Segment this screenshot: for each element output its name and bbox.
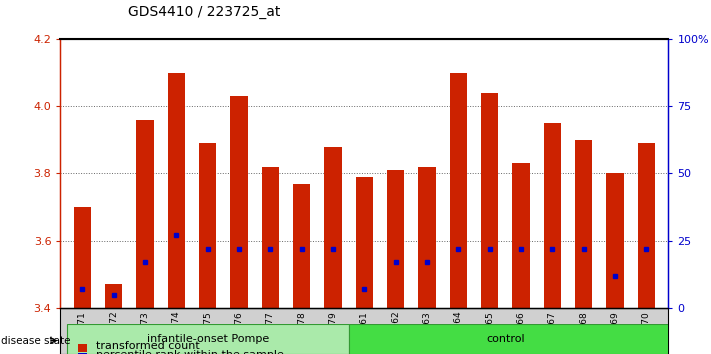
Bar [575, 140, 592, 308]
Bar [348, 324, 668, 354]
Bar [638, 143, 655, 308]
Bar [168, 73, 185, 308]
Bar [74, 207, 91, 308]
Bar [513, 164, 530, 308]
Bar [137, 120, 154, 308]
Text: infantile-onset Pompe: infantile-onset Pompe [146, 334, 269, 344]
Bar [450, 73, 467, 308]
Text: GDS4410 / 223725_at: GDS4410 / 223725_at [128, 5, 280, 19]
Bar [293, 184, 310, 308]
Bar [419, 167, 436, 308]
Bar [544, 123, 561, 308]
Text: control: control [486, 334, 525, 344]
Bar [356, 177, 373, 308]
Bar [199, 143, 216, 308]
Bar [262, 167, 279, 308]
Bar [606, 173, 624, 308]
Text: disease state: disease state [1, 336, 71, 346]
Bar [481, 93, 498, 308]
Text: transformed count: transformed count [96, 341, 200, 351]
Bar [105, 284, 122, 308]
Bar [230, 96, 247, 308]
Bar [324, 147, 342, 308]
Text: percentile rank within the sample: percentile rank within the sample [96, 350, 284, 354]
Bar [387, 170, 405, 308]
Bar [67, 324, 348, 354]
